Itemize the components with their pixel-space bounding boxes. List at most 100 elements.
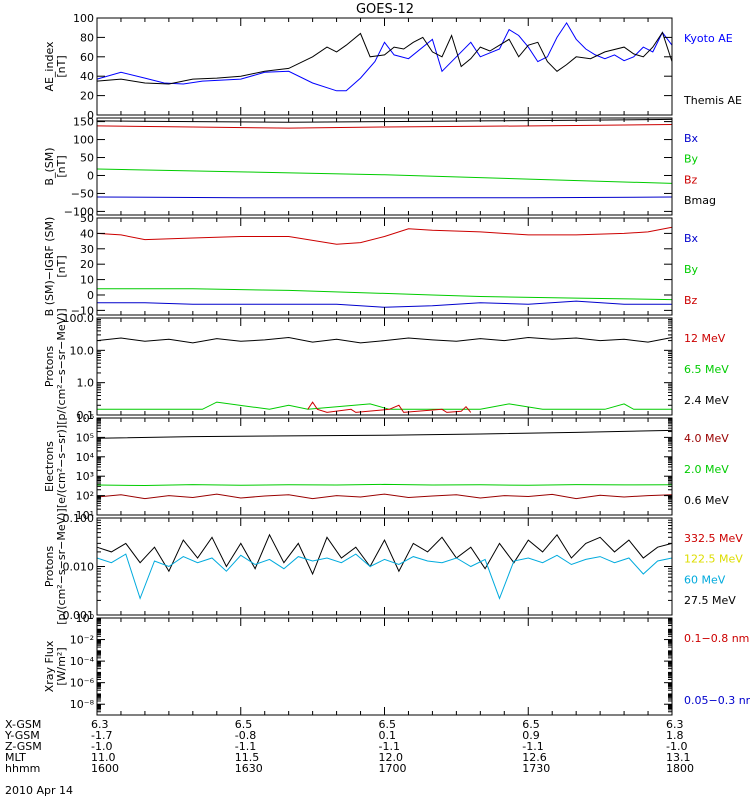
- ephemeris-value: 6.5: [379, 718, 397, 731]
- legend-entry: 0.1−0.8 nm: [684, 632, 749, 645]
- ephemeris-value: 11.5: [235, 751, 260, 764]
- y-tick-label: 100.0: [63, 312, 95, 325]
- legend-entry: 332.5 MeV: [684, 532, 743, 545]
- y-tick-label: 10¹: [76, 509, 94, 522]
- panel-5: 10¹ 10² 10³ 10⁴ 10⁵ 10⁶ Electrons [e/(cm²−s−sr)…: [43, 412, 729, 522]
- y-tick-label: 10⁴: [76, 451, 95, 464]
- y-axis-label: AE_index: [43, 41, 56, 92]
- y-axis-label: [nT]: [55, 55, 68, 77]
- ephemeris-row-label: X-GSM: [5, 718, 41, 731]
- panel-frame: [96, 17, 673, 116]
- ephemeris-value: 1600: [91, 762, 119, 775]
- ephemeris-value: 1630: [235, 762, 263, 775]
- y-tick-label: 0: [87, 169, 94, 182]
- panel-6: 0.001 0.010 0.100 Protons [p/(cm²−s−sr−MeV)]…: [43, 508, 743, 624]
- ephemeris-value: 6.3: [91, 718, 109, 731]
- y-tick-label: 10⁵: [76, 431, 94, 444]
- legend-entry: Bz: [684, 173, 698, 186]
- y-tick-label: 100: [73, 134, 94, 147]
- y-tick-label: 0.001: [63, 609, 95, 622]
- ephemeris-value: -1.1: [235, 740, 256, 753]
- panel-3: −10 0 10 20 30 40 50 B (SM)−IGRF (SM) [nT] Bx By Bz: [43, 212, 699, 317]
- y-tick-label: 0.100: [63, 512, 95, 525]
- ephemeris-row-label: Z-GSM: [5, 740, 42, 753]
- panel-frame: [96, 317, 673, 416]
- y-axis-label: [p/(cm²−s−sr−MeV)]: [55, 308, 68, 424]
- y-axis-label: B (SM)−IGRF (SM): [43, 217, 56, 317]
- ephemeris-value: 6.5: [235, 718, 253, 731]
- ephemeris-value: 12.6: [522, 751, 547, 764]
- y-tick-label: 10⁻⁴: [70, 655, 95, 668]
- y-tick-label: −50: [71, 187, 94, 200]
- legend-entry: Themis AE: [683, 94, 742, 107]
- panel-4: 0.1 1.0 10.0 100.0 Protons [p/(cm²−s−sr−MeV)]…: [43, 308, 729, 424]
- ephemeris-value: 6.5: [522, 718, 540, 731]
- y-tick-label: 10: [80, 274, 94, 287]
- date-label: 2010 Apr 14: [5, 784, 73, 797]
- ephemeris-row-label: Y-GSM: [4, 729, 40, 742]
- y-axis-label: [e/(cm²−s−sr)]: [55, 425, 68, 508]
- legend-entry: 2.4 MeV: [684, 394, 729, 407]
- legend-entry: Bx: [684, 132, 699, 145]
- y-tick-label: 40: [80, 70, 94, 83]
- ephemeris-value: 1.8: [666, 729, 684, 742]
- ephemeris-value: 1700: [379, 762, 407, 775]
- panel-7: 10⁻⁸ 10⁻⁶ 10⁻⁴ 10⁻² 10⁰ Xray Flux [W/m²] 0.1−0.…: [43, 612, 750, 716]
- y-tick-label: 40: [80, 227, 94, 240]
- ephemeris-value: 13.1: [666, 751, 691, 764]
- ephemeris-value: 11.0: [91, 751, 116, 764]
- y-tick-label: 10.0: [70, 344, 95, 357]
- ephemeris-value: 12.0: [379, 751, 404, 764]
- series-line-1-2: [96, 31, 673, 85]
- y-tick-label: 10³: [76, 470, 94, 483]
- legend-entry: By: [684, 153, 699, 166]
- ephemeris-value: -1.0: [91, 740, 112, 753]
- series-line-4-1: [96, 336, 673, 344]
- y-tick-label: 10²: [76, 490, 94, 503]
- series-line-5-1: [96, 429, 673, 439]
- panel-frame: [96, 117, 673, 216]
- y-axis-label: Protons: [43, 346, 56, 387]
- y-tick-label: −10: [71, 304, 94, 317]
- y-tick-label: 1.0: [77, 377, 95, 390]
- ephemeris-row-label: MLT: [5, 751, 26, 764]
- series-line-2-2: [96, 168, 673, 184]
- y-tick-label: 50: [80, 152, 94, 165]
- panel-1: 0 20 40 60 80 100 AE_index [nT] Kyoto AE Themis A…: [43, 12, 742, 122]
- series-line-1-1: [96, 21, 673, 92]
- series-line-6-1: [96, 533, 673, 576]
- y-tick-label: 0: [87, 109, 94, 122]
- series-line-3-2: [97, 288, 673, 301]
- ephemeris-value: 1800: [666, 762, 694, 775]
- y-axis-label: [nT]: [55, 255, 68, 277]
- y-tick-label: 0.010: [63, 561, 95, 574]
- y-tick-label: 10⁰: [76, 612, 95, 625]
- panel-frame: [96, 217, 673, 316]
- legend-entry: 60 MeV: [684, 573, 726, 586]
- y-tick-label: 100: [73, 12, 94, 25]
- chart-title: GOES-12: [356, 2, 414, 17]
- ephemeris-value: 6.3: [666, 718, 684, 731]
- ephemeris-value: -1.0: [666, 740, 687, 753]
- legend-entry: Bz: [684, 294, 698, 307]
- y-tick-label: 0.1: [77, 409, 95, 422]
- series-line-4-3: [307, 401, 472, 413]
- series-line-2-3: [96, 124, 673, 129]
- panel-frame: [96, 517, 673, 616]
- panel-2: −100 −50 0 50 100 150 B_(SM) [nT] Bx By Bz Bmag: [43, 116, 716, 219]
- y-tick-label: 10⁻⁶: [70, 677, 95, 690]
- y-axis-label: B_(SM): [43, 147, 56, 185]
- y-tick-label: 50: [80, 212, 94, 225]
- y-axis-label: [p/(cm²−s−sr−MeV)]: [55, 508, 68, 624]
- legend-entry: Bmag: [684, 194, 716, 207]
- series-line-6-2: [96, 553, 673, 600]
- legend-entry: Bx: [684, 232, 699, 245]
- legend-entry: 6.5 MeV: [684, 363, 729, 376]
- ephemeris-value: 0.1: [379, 729, 397, 742]
- y-axis-label: Xray Flux: [43, 640, 56, 692]
- legend-entry: 12 MeV: [684, 332, 726, 345]
- y-tick-label: 30: [80, 243, 94, 256]
- legend-entry: Kyoto AE: [684, 32, 733, 45]
